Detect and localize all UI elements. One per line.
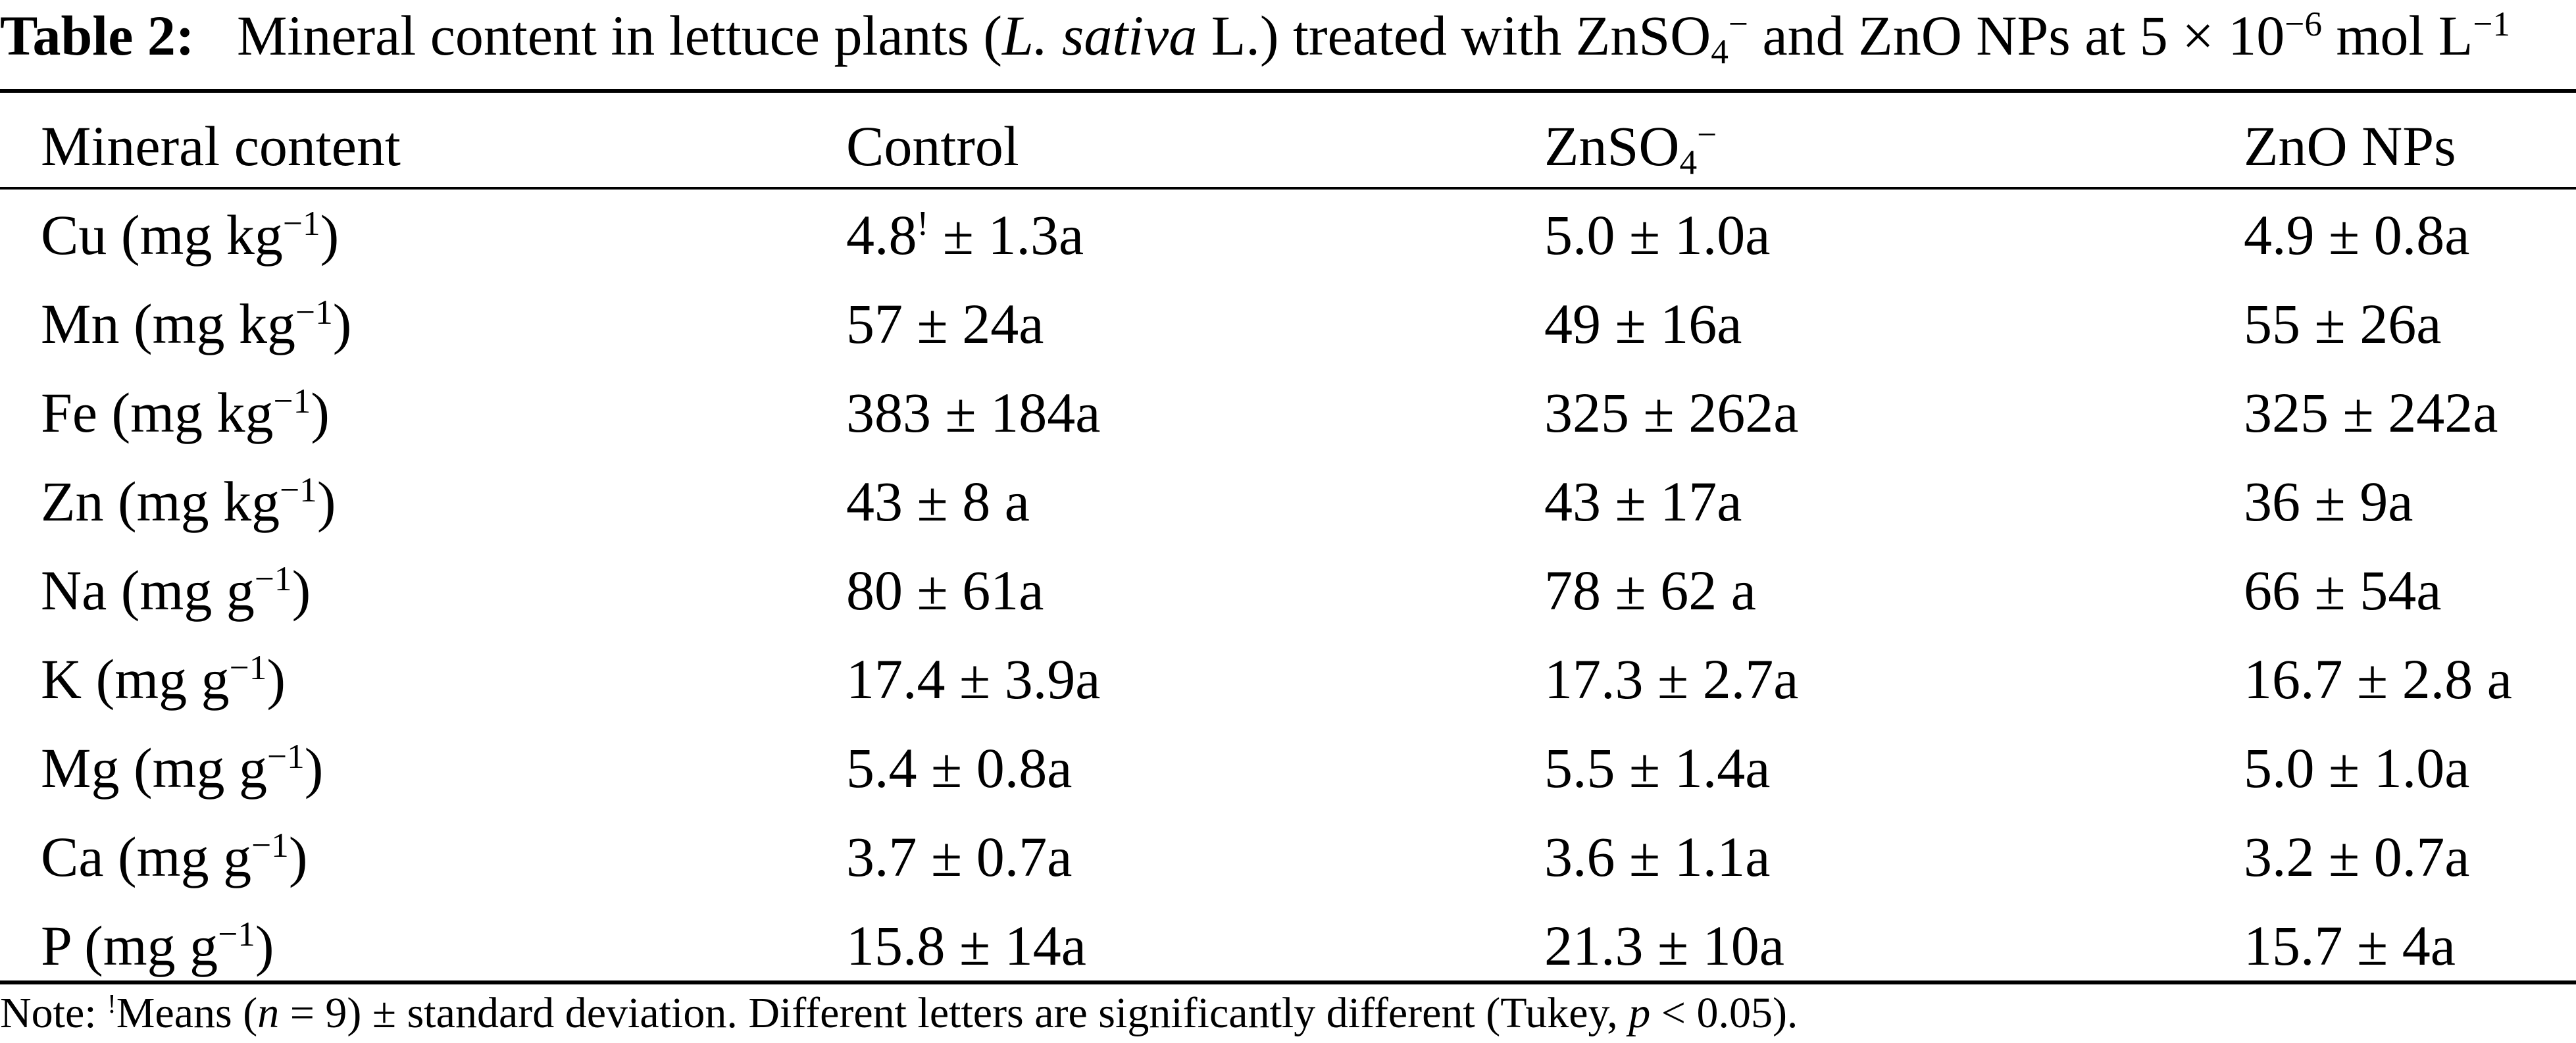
zno-cell: 4.9 ± 0.8a (2244, 203, 2470, 267)
caption-exp: −6 (2285, 3, 2323, 43)
znso4-cell: 5.0 ± 1.0a (1544, 203, 1771, 267)
table-note: Note: !Means (n = 9) ± standard deviatio… (0, 988, 1798, 1037)
table-header-row: Mineral content Control ZnSO4− ZnO NPs (0, 102, 2576, 191)
znso4-cell: 21.3 ± 10a (1544, 914, 1784, 977)
table-header-rule (0, 187, 2576, 190)
header-mineral: Mineral content (41, 114, 401, 178)
table-row: Fe (mg kg−1) 383 ± 184a 325 ± 262a 325 ± 24… (0, 369, 2576, 457)
control-cell: 383 ± 184a (846, 381, 1101, 444)
table-caption: Table 2: Mineral content in lettuce plan… (0, 0, 2510, 79)
table-bottom-rule (0, 980, 2576, 984)
caption-unit: mol L (2322, 4, 2473, 67)
caption-sub: 4 (1711, 32, 1729, 72)
caption-sup: − (1728, 3, 1748, 43)
znso4-cell: 3.6 ± 1.1a (1544, 825, 1771, 888)
zno-cell: 36 ± 9a (2244, 470, 2413, 533)
table-row: Zn (mg kg−1) 43 ± 8 a 43 ± 17a 36 ± 9a (0, 457, 2576, 546)
table-row: K (mg g−1) 17.4 ± 3.9a 17.3 ± 2.7a 16.7 ± 2… (0, 635, 2576, 724)
zno-cell: 3.2 ± 0.7a (2244, 825, 2470, 888)
mineral-cell: P (mg g−1) (41, 913, 274, 977)
table-top-rule (0, 89, 2576, 93)
control-cell: 80 ± 61a (846, 559, 1044, 622)
mineral-cell: Mn (mg kg−1) (41, 292, 352, 355)
table-row: Na (mg g−1) 80 ± 61a 78 ± 62 a 66 ± 54a (0, 546, 2576, 635)
zno-cell: 15.7 ± 4a (2244, 914, 2456, 977)
zno-cell: 5.0 ± 1.0a (2244, 736, 2470, 800)
znso4-cell: 325 ± 262a (1544, 381, 1799, 444)
control-cell: 3.7 ± 0.7a (846, 825, 1073, 888)
table-row: Cu (mg kg−1) 4.8! ± 1.3a 5.0 ± 1.0a 4.9 ± 0… (0, 191, 2576, 280)
mineral-cell: Ca (mg g−1) (41, 825, 308, 888)
control-cell: 4.8! ± 1.3a (846, 203, 1084, 267)
zno-cell: 66 ± 54a (2244, 559, 2442, 622)
zno-cell: 325 ± 242a (2244, 381, 2498, 444)
caption-text-3: and ZnO NPs at 5 × 10 (1748, 4, 2285, 67)
zno-cell: 55 ± 26a (2244, 292, 2442, 355)
table-row: Ca (mg g−1) 3.7 ± 0.7a 3.6 ± 1.1a 3.2 ± 0.7… (0, 813, 2576, 902)
mineral-cell: Fe (mg kg−1) (41, 380, 330, 444)
znso4-cell: 43 ± 17a (1544, 470, 1742, 533)
mineral-cell: Mg (mg g−1) (41, 736, 324, 800)
znso4-cell: 49 ± 16a (1544, 292, 1742, 355)
control-cell: 57 ± 24a (846, 292, 1044, 355)
header-zno: ZnO NPs (2244, 114, 2456, 178)
header-znso4: ZnSO4− (1544, 114, 1717, 182)
mineral-cell: Zn (mg kg−1) (41, 469, 336, 533)
header-control: Control (846, 114, 1019, 178)
caption-text: Mineral content in lettuce plants ( (237, 4, 1003, 67)
znso4-cell: 17.3 ± 2.7a (1544, 648, 1799, 711)
table-label: Table 2: (0, 4, 195, 67)
mineral-cell: Na (mg g−1) (41, 558, 311, 622)
control-cell: 15.8 ± 14a (846, 914, 1086, 977)
control-cell: 17.4 ± 3.9a (846, 648, 1101, 711)
caption-unit-exp: −1 (2473, 3, 2511, 43)
znso4-cell: 78 ± 62 a (1544, 559, 1756, 622)
zno-cell: 16.7 ± 2.8 a (2244, 648, 2512, 711)
table-row: Mg (mg g−1) 5.4 ± 0.8a 5.5 ± 1.4a 5.0 ± 1.0… (0, 724, 2576, 813)
table-row: P (mg g−1) 15.8 ± 14a 21.3 ± 10a 15.7 ± 4a (0, 902, 2576, 990)
znso4-cell: 5.5 ± 1.4a (1544, 736, 1771, 800)
mineral-cell: Cu (mg kg−1) (41, 203, 340, 267)
caption-species: L. sativa (1002, 4, 1198, 67)
table-row: Mn (mg kg−1) 57 ± 24a 49 ± 16a 55 ± 26a (0, 280, 2576, 369)
control-cell: 43 ± 8 a (846, 470, 1030, 533)
control-cell: 5.4 ± 0.8a (846, 736, 1073, 800)
mineral-cell: K (mg g−1) (41, 647, 286, 711)
caption-text-2: L.) treated with ZnSO (1197, 4, 1711, 67)
